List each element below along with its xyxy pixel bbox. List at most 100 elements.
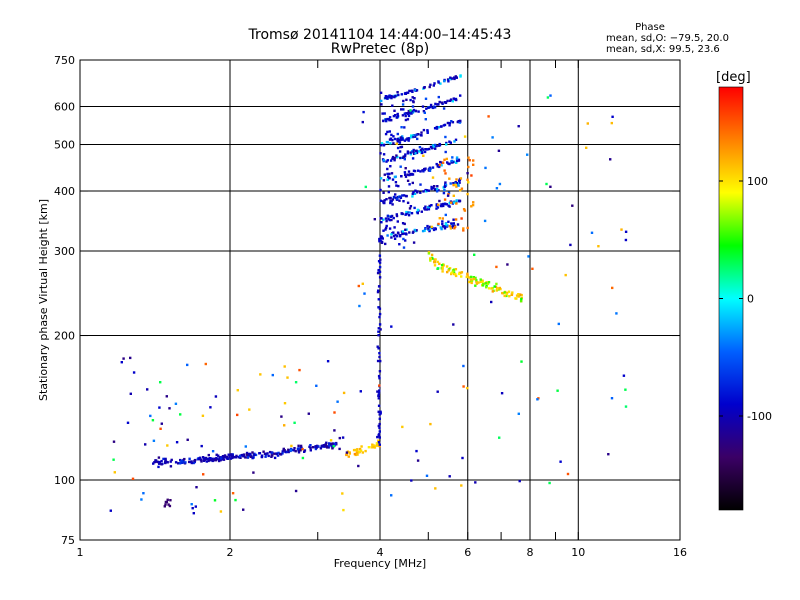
data-point	[428, 225, 432, 229]
data-point	[164, 457, 167, 461]
data-point	[382, 144, 386, 147]
data-point	[437, 80, 440, 83]
data-point	[381, 112, 384, 115]
data-point	[510, 292, 514, 296]
data-point	[447, 193, 450, 196]
data-point	[382, 159, 386, 162]
data-point	[448, 201, 451, 205]
data-point	[443, 158, 446, 161]
data-point	[407, 170, 411, 173]
data-point	[298, 368, 301, 372]
data-point	[441, 161, 445, 164]
data-point	[406, 211, 410, 214]
data-point	[415, 133, 418, 137]
data-point	[377, 374, 381, 378]
data-point	[409, 151, 412, 154]
data-point	[411, 157, 415, 160]
data-point	[450, 201, 453, 204]
data-point	[386, 159, 389, 162]
data-point	[440, 227, 443, 231]
data-point	[609, 158, 612, 161]
data-point	[378, 370, 382, 373]
data-point	[422, 110, 426, 113]
data-point	[376, 345, 379, 348]
data-point	[422, 190, 425, 193]
data-point	[388, 116, 392, 119]
data-point	[380, 142, 384, 145]
data-point	[377, 327, 380, 330]
data-point	[277, 451, 280, 455]
data-point	[481, 280, 484, 284]
data-point	[326, 360, 330, 363]
data-point	[419, 191, 422, 194]
data-point	[408, 231, 411, 234]
data-point	[453, 76, 456, 79]
data-point	[367, 446, 371, 449]
data-point	[442, 225, 445, 228]
data-point	[169, 460, 172, 463]
data-point	[413, 228, 416, 232]
data-point	[377, 285, 381, 288]
data-point	[268, 450, 272, 454]
data-point	[474, 284, 477, 287]
data-point	[454, 268, 458, 271]
data-point	[177, 462, 180, 465]
data-point	[423, 229, 426, 232]
data-point	[467, 156, 470, 159]
data-point	[425, 107, 428, 110]
data-point	[405, 212, 408, 216]
data-point	[493, 285, 496, 288]
data-point	[363, 292, 366, 295]
data-point	[377, 439, 380, 442]
data-point	[223, 454, 227, 457]
data-point	[371, 443, 374, 446]
data-point	[479, 278, 482, 281]
data-point	[315, 384, 318, 387]
data-point	[406, 173, 409, 176]
data-point	[311, 446, 315, 449]
data-point	[420, 131, 423, 134]
data-point	[191, 507, 194, 510]
data-point	[417, 150, 420, 153]
data-point	[458, 181, 461, 184]
data-point	[416, 137, 419, 141]
data-point	[410, 134, 413, 137]
data-point	[234, 456, 238, 459]
data-point	[184, 461, 187, 464]
data-point	[211, 450, 215, 453]
data-point	[421, 151, 424, 154]
data-point	[180, 459, 183, 462]
data-point	[159, 427, 162, 430]
data-point	[378, 389, 381, 392]
data-point	[394, 233, 397, 237]
data-point	[495, 265, 498, 269]
data-point	[380, 99, 383, 103]
data-point	[252, 471, 255, 474]
axis-tick-labels: 1 2 4 6 8 10 16 75 100 200 300 400 500 600 750	[54, 54, 687, 559]
data-point	[438, 262, 441, 265]
data-point	[432, 145, 436, 148]
data-point	[215, 453, 218, 456]
data-point	[460, 275, 463, 278]
data-point	[393, 109, 396, 112]
data-point	[460, 271, 464, 274]
data-point	[396, 146, 400, 150]
data-point	[382, 229, 385, 232]
data-point	[429, 83, 432, 86]
data-point	[324, 445, 327, 448]
data-point	[412, 191, 415, 194]
data-point	[444, 135, 447, 139]
data-point	[527, 255, 530, 258]
data-point	[390, 133, 393, 137]
data-point	[431, 176, 435, 179]
data-point	[410, 212, 414, 215]
data-point	[569, 243, 572, 247]
data-point	[165, 395, 168, 398]
data-point	[549, 185, 552, 188]
data-point	[406, 112, 410, 116]
data-point	[132, 371, 136, 374]
data-point	[314, 445, 317, 448]
data-point	[164, 459, 167, 462]
data-point	[281, 450, 284, 453]
data-point	[447, 204, 450, 207]
